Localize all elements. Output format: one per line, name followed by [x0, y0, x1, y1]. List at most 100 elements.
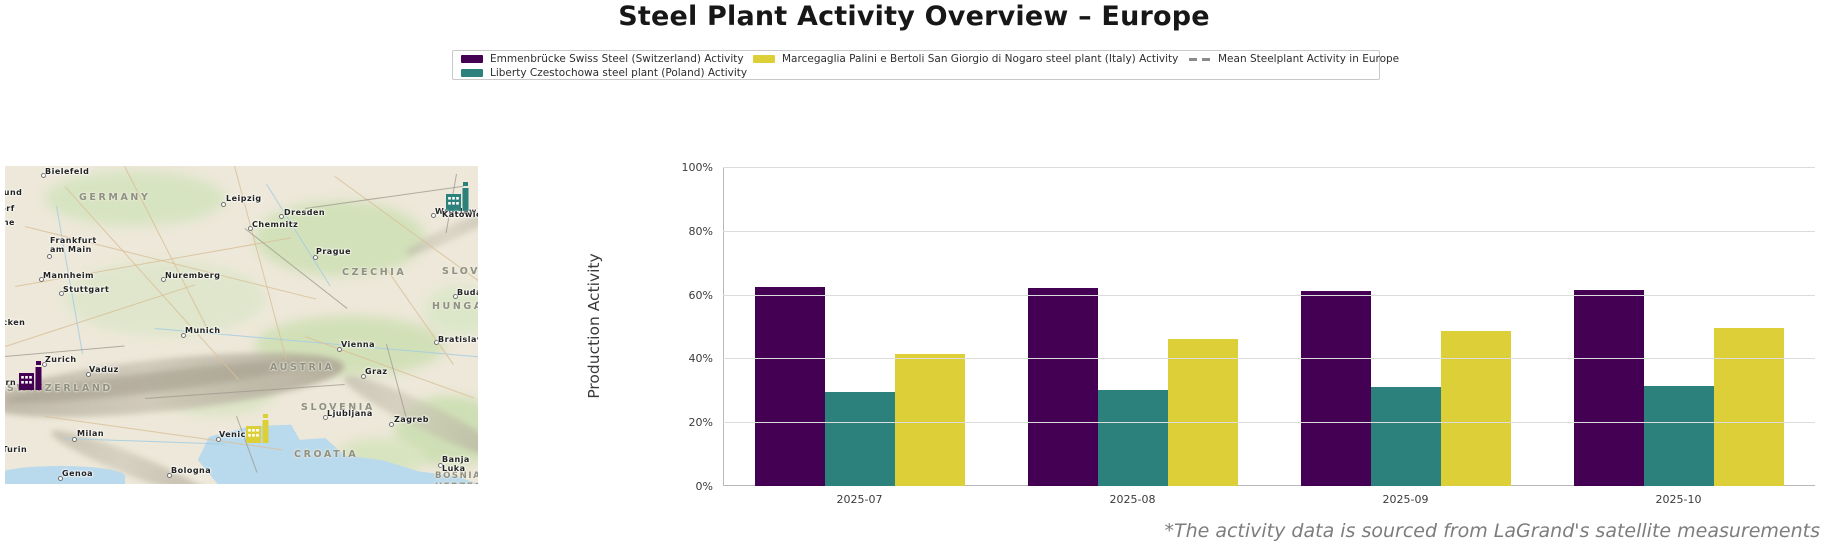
city-dot-nuremberg [161, 277, 166, 282]
country-label-slovakia: SLOVAKIA [442, 266, 478, 277]
city-label-milan: Milan [77, 429, 105, 438]
x-tick-label: 2025-10 [1655, 493, 1702, 506]
activity-bar [894, 353, 965, 486]
city-dot-munich [181, 333, 186, 338]
city-label-leipzig: Leipzig [226, 194, 262, 203]
city-label-vienna: Vienna [341, 340, 376, 349]
y-axis-title: Production Activity [585, 253, 603, 399]
country-label-croatia: CROATIA [294, 449, 359, 460]
city-dot-mannheim [39, 277, 44, 282]
activity-bar [1643, 385, 1714, 486]
city-dot-frankfurt [47, 254, 52, 259]
city-dot-chemnitz [248, 226, 253, 231]
city-dot-ljubljana [323, 415, 328, 420]
country-label-slovenia: SLOVENIA [301, 402, 375, 413]
country-label-switzerland: SWITZERLAND [7, 383, 113, 394]
city-dot-leipzig [221, 202, 226, 207]
y-axis-spine [723, 167, 724, 486]
country-label-hungary: HUNGARY [432, 301, 478, 312]
data-source-footnote: *The activity data is sourced from LaGra… [1164, 520, 1820, 542]
plant-marker-nogaro[interactable] [246, 414, 271, 447]
plant-marker-czestochowa[interactable] [446, 182, 471, 215]
city-dot-bielefeld [41, 173, 46, 178]
gridline-60 [723, 294, 1815, 296]
city-label-saarbrucken: Saarbrucken [5, 318, 26, 327]
activity-bar [1713, 328, 1784, 486]
city-label-katowice: Katowice [442, 210, 478, 219]
legend-item-label: Marcegaglia Palini e Bertoli San Giorgio… [782, 53, 1179, 65]
city-label-prague: Prague [316, 247, 352, 256]
country-label-austria: AUSTRIA [270, 362, 335, 373]
x-axis-spine [723, 485, 1815, 486]
city-dot-wroclaw [431, 213, 436, 218]
city-label-zurich: Zurich [45, 355, 77, 364]
activity-bar [1440, 331, 1511, 486]
city-label-wroclaw: Wroclaw [435, 207, 477, 216]
city-label-stuttgart: Stuttgart [63, 285, 110, 294]
legend-item: Emmenbrücke Swiss Steel (Switzerland) Ac… [461, 53, 753, 65]
europe-map[interactable]: GERMANY CZECHIA SLOVAKIA AUSTRIA SWITZERLAND… [5, 166, 478, 484]
city-dot-budapest [453, 294, 458, 299]
city-label-cologne: Cologne [5, 218, 15, 227]
activity-bar [754, 286, 825, 486]
activity-bar [824, 391, 895, 486]
city-dot-milan [72, 437, 77, 442]
legend-item: Liberty Czestochowa steel plant (Poland)… [461, 67, 753, 79]
activity-bar [1300, 291, 1371, 486]
city-label-frankfurt: Frankfurt am Main [50, 236, 97, 254]
city-dot-venice [216, 437, 221, 442]
factory-icon [446, 182, 469, 211]
legend-swatch-icon [753, 55, 775, 63]
gridline-100 [723, 167, 1815, 168]
city-label-mannheim: Mannheim [43, 271, 94, 280]
city-dot-vienna [337, 347, 342, 352]
activity-bar [1167, 339, 1238, 486]
city-label-graz: Graz [365, 367, 388, 376]
city-label-bratislava: Bratislava [438, 335, 478, 344]
city-label-dresden: Dresden [284, 208, 326, 217]
city-label-chemnitz: Chemnitz [252, 220, 299, 229]
city-label-zagreb: Zagreb [394, 415, 430, 424]
forest-patch [425, 286, 478, 336]
city-label-budapest: Budapest [457, 288, 478, 297]
x-tick-label: 2025-09 [1382, 493, 1429, 506]
y-tick-label: 40% [688, 352, 713, 366]
x-tick-label: 2025-08 [1109, 493, 1156, 506]
city-dot-genoa [58, 476, 63, 481]
city-label-ljubljana: Ljubljana [327, 409, 373, 418]
activity-bar [1027, 288, 1098, 486]
country-label-bosnia-and: BOSNIA AND HERZEGOVINA [435, 471, 478, 484]
y-tick-label: 0% [695, 480, 713, 493]
city-label-d-sseldorf: Düsseldorf [5, 204, 15, 213]
legend-swatch-icon [461, 69, 483, 77]
bar-group-2025-10: 2025-10 [1542, 167, 1815, 506]
city-dot-bratislava [434, 340, 439, 345]
city-dot-zagreb [389, 422, 394, 427]
gridline-40 [723, 358, 1815, 360]
legend-item-label: Emmenbrücke Swiss Steel (Switzerland) Ac… [490, 53, 744, 65]
city-dot-stuttgart [59, 291, 64, 296]
city-dot-dresden [279, 214, 284, 219]
activity-bar [1370, 387, 1441, 486]
gridline-20 [723, 422, 1815, 424]
factory-icon [246, 414, 269, 443]
bar-groups: 2025-07 2025-08 2025-09 2025-10 [723, 167, 1815, 506]
y-tick-label: 60% [688, 288, 713, 302]
y-tick-label: 20% [688, 416, 713, 430]
city-dot-zurich [42, 362, 47, 367]
city-label-munich: Munich [185, 326, 221, 335]
city-label-vaduz: Vaduz [89, 365, 119, 374]
legend-item-label: Liberty Czestochowa steel plant (Poland)… [490, 67, 748, 79]
city-dot-vaduz [86, 372, 91, 377]
plant-marker-emmenbruecke[interactable] [19, 361, 44, 394]
legend-item: Mean Steelplant Activity in Europe [1189, 53, 1399, 65]
city-dot-graz [361, 374, 366, 379]
city-dot-banja-luka [438, 463, 443, 468]
city-dot-bologna [167, 473, 172, 478]
city-dot-prague [313, 255, 318, 260]
gridline-80 [723, 230, 1815, 232]
city-label-turin: Turin [5, 445, 28, 454]
chart-legend: Emmenbrücke Swiss Steel (Switzerland) Ac… [452, 50, 1399, 80]
ligurian-sea [5, 466, 125, 484]
page-title: Steel Plant Activity Overview – Europe [618, 1, 1210, 32]
